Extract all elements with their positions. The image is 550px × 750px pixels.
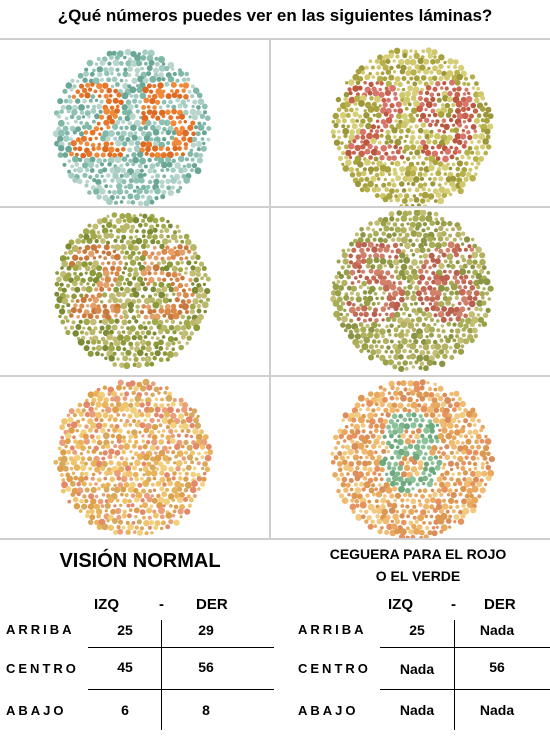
colorblind-header-right: DER — [484, 596, 516, 613]
normal-header-left: IZQ — [94, 596, 119, 613]
grid-line-2 — [0, 375, 550, 377]
ishihara-plate-4 — [330, 210, 494, 372]
colorblind-row-label-3: ABAJO — [298, 703, 359, 718]
normal-header-right: DER — [196, 596, 228, 613]
grid-line-top — [0, 38, 550, 40]
plate-dots — [54, 212, 211, 370]
grid-line-1 — [0, 206, 550, 208]
plate-panel-1 — [0, 40, 268, 206]
plate-dots — [52, 48, 212, 206]
normal-row-label-1: ARRIBA — [6, 622, 75, 637]
normal-row-2-right: 56 — [198, 659, 214, 675]
grid-line-center — [269, 38, 271, 540]
plate-dots — [330, 47, 494, 206]
colorblind-table-hline-1 — [380, 647, 550, 648]
colorblind-row-2-left: Nada — [399, 661, 435, 677]
normal-table-vline — [161, 620, 162, 730]
normal-row-3-left: 6 — [121, 702, 129, 718]
colorblind-row-3-right: Nada — [479, 702, 515, 718]
normal-row-2-left: 45 — [117, 659, 133, 675]
plate-panel-4 — [272, 210, 550, 376]
normal-table-hline-2 — [88, 689, 274, 690]
question-title: ¿Qué números puedes ver en las siguiente… — [57, 6, 493, 25]
normal-row-label-3: ABAJO — [6, 703, 67, 718]
plate-panel-5 — [0, 378, 268, 538]
plate-dots — [53, 378, 214, 536]
colorblind-row-label-1: ARRIBA — [298, 622, 367, 637]
colorblind-row-1-left: 25 — [409, 622, 425, 638]
ishihara-plate-5 — [53, 378, 214, 536]
normal-header-sep: - — [159, 596, 164, 613]
results-section: VISIÓN NORMAL IZQ - DER ARRIBA 25 29 CEN… — [0, 540, 550, 750]
ishihara-plate-1 — [52, 48, 212, 206]
ishihara-plate-2 — [330, 47, 494, 206]
normal-row-3-right: 8 — [202, 702, 210, 718]
normal-row-1-left: 25 — [117, 622, 133, 638]
normal-row-label-2: CENTRO — [6, 661, 79, 676]
normal-row-1-right: 29 — [198, 622, 214, 638]
colorblind-title-line-1: CEGUERA PARA EL ROJO — [329, 546, 507, 562]
plate-dots — [330, 379, 495, 538]
colorblind-title-line-2: O EL VERDE — [375, 568, 461, 584]
colorblind-row-3-left: Nada — [399, 702, 435, 718]
plate-panel-6 — [272, 378, 550, 538]
plate-panel-3 — [0, 210, 268, 376]
normal-table-hline-1 — [88, 647, 274, 648]
colorblind-row-2-right: 56 — [489, 659, 505, 675]
grid-line-bottom — [0, 538, 550, 540]
ishihara-plate-3 — [54, 212, 211, 370]
colorblind-table-hline-2 — [380, 689, 550, 690]
ishihara-plate-6 — [330, 379, 495, 538]
colorblind-table-vline — [454, 620, 455, 730]
plate-dots — [330, 210, 494, 372]
colorblind-row-1-right: Nada — [479, 622, 515, 638]
colorblind-row-label-2: CENTRO — [298, 661, 371, 676]
colorblind-header-sep: - — [451, 596, 456, 613]
normal-vision-title: VISIÓN NORMAL — [59, 550, 221, 572]
plate-panel-2 — [272, 40, 550, 206]
colorblind-header-left: IZQ — [388, 596, 413, 613]
